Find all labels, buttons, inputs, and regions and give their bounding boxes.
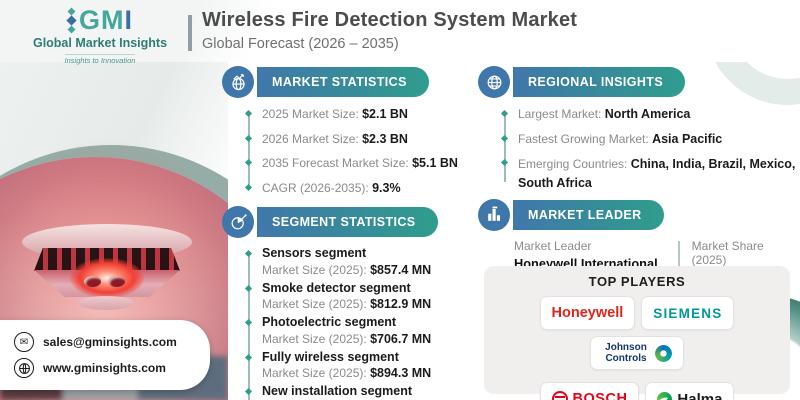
market-statistics-list: 2025 Market Size: $2.1 BN 2026 Market Si… bbox=[246, 106, 472, 196]
pie-chart-icon bbox=[222, 206, 254, 239]
gmi-logo-letters: GMI bbox=[78, 5, 134, 35]
company-tagline: Insights to Innovation bbox=[64, 54, 136, 65]
header: GMI Global Market Insights Insights to I… bbox=[0, 0, 800, 65]
regional-insights-list: Largest Market: North America Fastest Gr… bbox=[502, 106, 795, 193]
smoke-detector-photo: ✉ sales@gminsights.com www.gminsights.co… bbox=[0, 62, 228, 400]
smoke-detector-illustration bbox=[12, 212, 202, 332]
page-subtitle: Global Forecast (2026 – 2035) bbox=[202, 36, 399, 52]
gmi-logo: GMI Global Market Insights Insights to I… bbox=[16, 7, 184, 68]
section-title: REGIONAL INSIGHTS bbox=[513, 67, 686, 97]
segment-item: Photoelectric segment Market Size (2025)… bbox=[246, 315, 472, 347]
vertical-divider bbox=[677, 240, 680, 277]
market-statistics-header: MARKET STATISTICS bbox=[222, 66, 472, 98]
gmi-logo-mark-icon bbox=[66, 7, 77, 34]
johnson-controls-swirl-icon bbox=[655, 344, 672, 362]
market-leader-header: MARKET LEADER bbox=[478, 198, 794, 231]
player-bosch: BOSCH bbox=[539, 382, 640, 400]
middle-column: MARKET STATISTICS 2025 Market Size: $2.1… bbox=[222, 66, 472, 400]
share-label: Market Share (2025) bbox=[691, 238, 764, 267]
regional-item: Emerging Countries: China, India, Brazil… bbox=[502, 155, 800, 193]
contact-card: ✉ sales@gminsights.com www.gminsights.co… bbox=[0, 320, 210, 390]
player-halma: Halma bbox=[645, 382, 735, 400]
player-siemens: SIEMENS bbox=[641, 296, 735, 330]
right-column: REGIONAL INSIGHTS Largest Market: North … bbox=[478, 66, 795, 286]
halma-circle-icon bbox=[657, 391, 673, 400]
company-name: Global Market Insights bbox=[32, 36, 168, 50]
leader-label: Market Leader bbox=[514, 238, 592, 253]
bosch-armature-icon bbox=[551, 391, 568, 400]
top-players-title: TOP PLAYERS bbox=[588, 274, 686, 289]
stat-item: 2025 Market Size: $2.1 BN bbox=[246, 106, 472, 123]
header-wedge-decoration bbox=[0, 0, 340, 62]
globe-icon bbox=[478, 66, 510, 98]
segment-statistics-list: Sensors segment Market Size (2025): $857… bbox=[246, 246, 472, 400]
page-title: Wireless Fire Detection System Market bbox=[202, 9, 578, 31]
title-divider bbox=[188, 15, 192, 51]
stat-item: 2035 Forecast Market Size: $5.1 BN bbox=[246, 155, 472, 172]
regional-item: Fastest Growing Market: Asia Pacific bbox=[502, 131, 794, 148]
regional-insights-header: REGIONAL INSIGHTS bbox=[478, 66, 794, 98]
email-icon: ✉ bbox=[14, 332, 34, 352]
segment-item: Smoke detector segment Market Size (2025… bbox=[246, 281, 472, 313]
regional-item: Largest Market: North America bbox=[502, 106, 794, 123]
stat-item: 2026 Market Size: $2.3 BN bbox=[246, 131, 472, 148]
contact-website[interactable]: www.gminsights.com bbox=[14, 355, 198, 381]
contact-email[interactable]: ✉ sales@gminsights.com bbox=[14, 329, 198, 355]
globe-icon bbox=[14, 358, 34, 378]
globe-chart-icon bbox=[222, 66, 254, 98]
section-title: MARKET STATISTICS bbox=[257, 67, 429, 97]
segment-item: New installation segment Market Size (20… bbox=[246, 384, 472, 400]
stat-item: CAGR (2026-2035): 9.3% bbox=[246, 180, 472, 197]
section-title: MARKET LEADER bbox=[513, 199, 664, 230]
segment-statistics-header: SEGMENT STATISTICS bbox=[222, 206, 472, 239]
top-players-card: TOP PLAYERS Honeywell SIEMENS Johnson Co… bbox=[484, 266, 790, 400]
building-icon bbox=[478, 198, 510, 231]
player-johnson-controls: Johnson Controls bbox=[590, 336, 684, 370]
segment-item: Fully wireless segment Market Size (2025… bbox=[246, 350, 472, 382]
player-logos: Honeywell SIEMENS Johnson Controls BOSCH… bbox=[492, 296, 782, 400]
section-title: SEGMENT STATISTICS bbox=[257, 207, 438, 238]
segment-item: Sensors segment Market Size (2025): $857… bbox=[246, 246, 472, 278]
player-honeywell: Honeywell bbox=[539, 296, 636, 330]
